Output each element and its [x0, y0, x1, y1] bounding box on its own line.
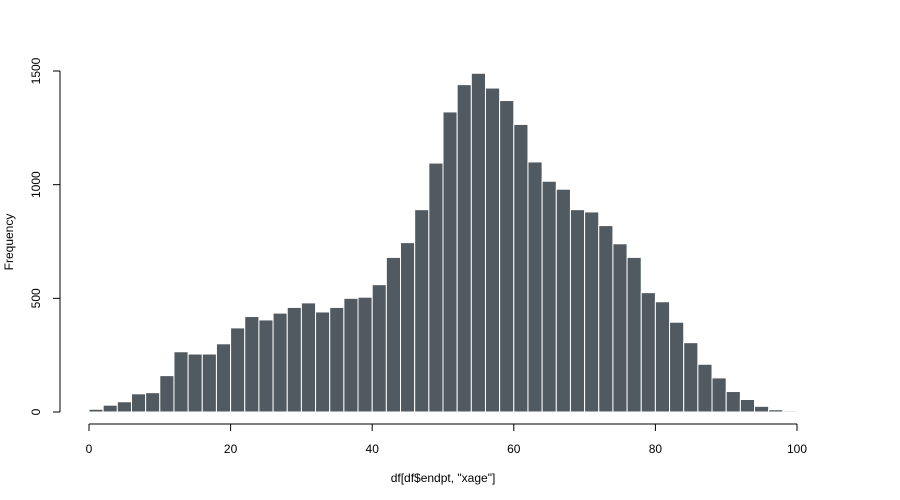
x-axis: 0 20 40 60 80 100 — [86, 423, 807, 456]
histogram-bar — [527, 161, 543, 413]
histogram-bar — [414, 209, 430, 413]
histogram-bar — [244, 316, 260, 413]
x-axis-title: df[df$endpt, "xage"] — [391, 471, 496, 485]
histogram-bar — [470, 72, 486, 413]
histogram-bar — [669, 321, 685, 413]
histogram-bar — [286, 306, 302, 413]
histogram-bar — [442, 111, 458, 413]
histogram-bar — [329, 306, 345, 413]
histogram-bar — [357, 296, 373, 413]
histogram-bar — [739, 398, 756, 413]
histogram-bar — [598, 225, 614, 413]
histogram-bar — [187, 353, 203, 413]
x-tick-label: 40 — [366, 442, 380, 456]
histogram-bar — [230, 327, 246, 413]
histogram-bar — [371, 284, 387, 413]
histogram-bar — [456, 84, 472, 413]
histogram-bar — [315, 311, 331, 413]
histogram-bar — [541, 180, 557, 413]
histogram-bar — [768, 409, 784, 413]
x-tick-label: 80 — [649, 442, 663, 456]
y-axis: 0 500 1000 1500 — [29, 57, 61, 415]
histogram-bar — [697, 363, 713, 413]
histogram-bar — [145, 392, 161, 413]
histogram-bar — [626, 256, 642, 413]
histogram-bar — [215, 343, 232, 413]
histogram-bar — [201, 353, 217, 413]
histogram-bar — [159, 375, 175, 413]
histogram-bar — [754, 405, 770, 413]
histogram-bar — [272, 312, 288, 413]
y-tick-label: 1000 — [29, 171, 43, 198]
histogram-bar — [484, 87, 501, 413]
histogram-bar — [513, 123, 529, 413]
histogram-bar — [584, 211, 600, 413]
y-tick-label: 500 — [29, 288, 43, 308]
y-tick-label: 0 — [29, 408, 43, 415]
histogram-bar — [654, 301, 671, 413]
histogram-bar — [343, 297, 359, 413]
y-axis-title: Frequency — [2, 214, 16, 271]
x-tick-label: 20 — [224, 442, 238, 456]
histogram-bar — [499, 100, 515, 413]
x-tick-label: 0 — [86, 442, 93, 456]
histogram-bar — [385, 256, 402, 413]
histogram-bar — [640, 292, 656, 413]
histogram-bar — [555, 188, 571, 413]
histogram-bar — [683, 342, 699, 413]
x-tick-label: 100 — [787, 442, 807, 456]
histogram-bar — [569, 209, 586, 413]
histogram-bar — [116, 401, 132, 413]
histogram-bar — [173, 351, 189, 413]
histogram-bar — [130, 393, 147, 413]
histogram-bars — [88, 72, 798, 413]
histogram-bar — [102, 404, 118, 413]
histogram-bar — [88, 408, 104, 413]
histogram-bar — [725, 391, 741, 413]
y-tick-label: 1500 — [29, 57, 43, 84]
histogram-bar — [782, 410, 798, 413]
histogram-bar — [300, 302, 317, 413]
histogram-bar — [400, 242, 416, 413]
histogram-bar — [711, 377, 727, 413]
x-tick-label: 60 — [507, 442, 521, 456]
histogram-bar — [258, 319, 274, 413]
histogram-bar — [428, 162, 444, 413]
histogram-bar — [612, 243, 628, 413]
